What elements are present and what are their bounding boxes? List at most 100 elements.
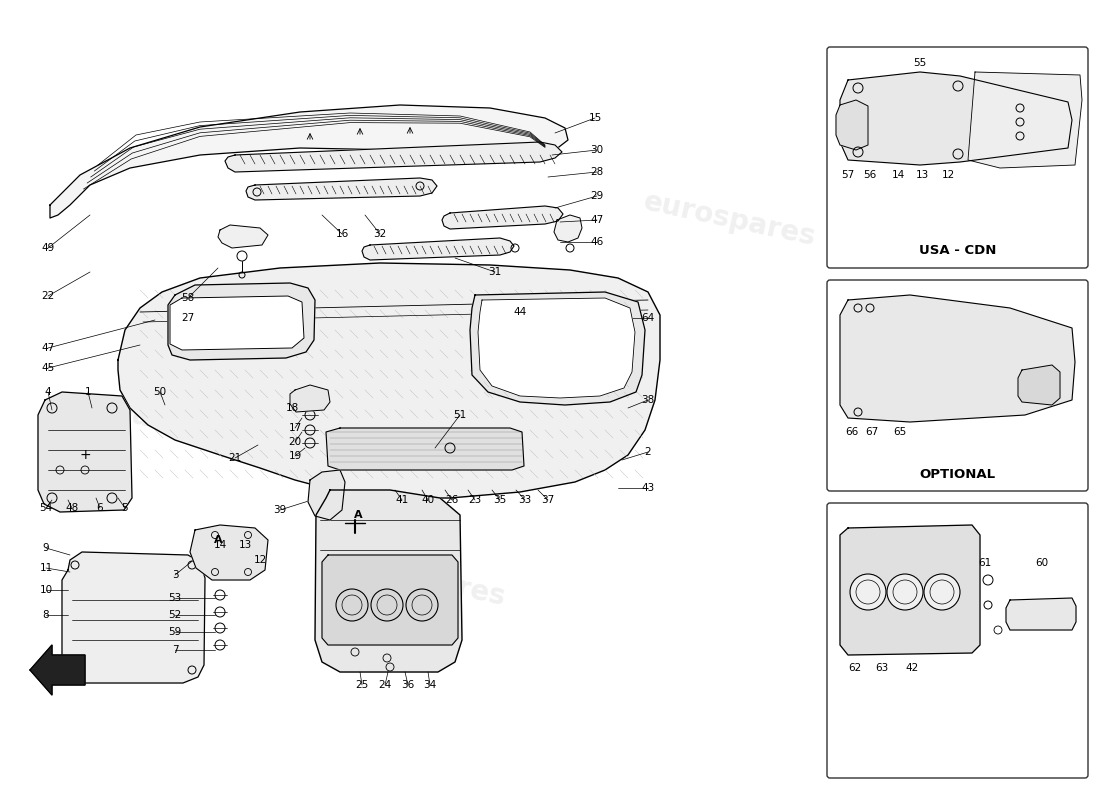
Text: 3: 3	[172, 570, 178, 580]
Polygon shape	[968, 72, 1082, 168]
Text: 63: 63	[876, 663, 889, 673]
Text: OPTIONAL: OPTIONAL	[920, 467, 996, 481]
Polygon shape	[308, 470, 345, 520]
Text: 28: 28	[591, 167, 604, 177]
Text: 56: 56	[864, 170, 877, 180]
Polygon shape	[290, 385, 330, 412]
Text: 20: 20	[288, 437, 301, 447]
Polygon shape	[1018, 365, 1060, 405]
Text: 51: 51	[453, 410, 466, 420]
Text: 60: 60	[1035, 558, 1048, 568]
Polygon shape	[326, 428, 524, 470]
Text: 34: 34	[424, 680, 437, 690]
Text: 7: 7	[172, 645, 178, 655]
Text: 21: 21	[229, 453, 242, 463]
Text: eurospares: eurospares	[641, 188, 818, 252]
Text: 31: 31	[488, 267, 502, 277]
Text: 5: 5	[122, 503, 129, 513]
Text: 2: 2	[645, 447, 651, 457]
Text: 12: 12	[942, 170, 955, 180]
Polygon shape	[554, 215, 582, 242]
Text: 54: 54	[40, 503, 53, 513]
Text: 47: 47	[591, 215, 604, 225]
Text: 49: 49	[42, 243, 55, 253]
FancyBboxPatch shape	[827, 47, 1088, 268]
Text: 58: 58	[182, 293, 195, 303]
Text: 44: 44	[514, 307, 527, 317]
Circle shape	[924, 574, 960, 610]
Text: 23: 23	[469, 495, 482, 505]
Text: 10: 10	[40, 585, 53, 595]
Text: 1: 1	[85, 387, 91, 397]
Polygon shape	[362, 238, 514, 260]
Text: USA - CDN: USA - CDN	[918, 245, 997, 258]
Polygon shape	[30, 645, 85, 695]
Text: 35: 35	[494, 495, 507, 505]
Text: 64: 64	[641, 313, 654, 323]
Text: 25: 25	[355, 680, 368, 690]
Text: 48: 48	[65, 503, 78, 513]
Polygon shape	[170, 296, 304, 350]
Text: A: A	[354, 510, 362, 520]
Text: 41: 41	[395, 495, 408, 505]
Text: 61: 61	[978, 558, 991, 568]
Text: 66: 66	[846, 427, 859, 437]
Text: 55: 55	[913, 58, 926, 68]
Text: 24: 24	[378, 680, 392, 690]
Text: 14: 14	[213, 540, 227, 550]
Text: eurospares: eurospares	[331, 548, 509, 612]
Polygon shape	[478, 298, 635, 398]
Polygon shape	[226, 142, 562, 172]
Text: 53: 53	[168, 593, 182, 603]
FancyBboxPatch shape	[827, 280, 1088, 491]
Text: 62: 62	[848, 663, 861, 673]
Text: 11: 11	[40, 563, 53, 573]
Text: 4: 4	[45, 387, 52, 397]
Text: +: +	[79, 448, 91, 462]
Polygon shape	[218, 225, 268, 248]
Polygon shape	[442, 206, 563, 229]
Text: 36: 36	[402, 680, 415, 690]
Text: 40: 40	[421, 495, 434, 505]
Text: 52: 52	[168, 610, 182, 620]
Polygon shape	[62, 552, 205, 683]
Text: 57: 57	[842, 170, 855, 180]
Text: 27: 27	[182, 313, 195, 323]
Circle shape	[850, 574, 886, 610]
Text: eurospares: eurospares	[111, 398, 289, 462]
Text: 47: 47	[42, 343, 55, 353]
Text: 16: 16	[336, 229, 349, 239]
Text: eurospares: eurospares	[471, 298, 649, 362]
Text: 30: 30	[591, 145, 604, 155]
Text: 39: 39	[274, 505, 287, 515]
Polygon shape	[840, 72, 1072, 165]
Polygon shape	[190, 525, 268, 580]
Polygon shape	[118, 263, 660, 498]
Polygon shape	[836, 100, 868, 150]
Text: 18: 18	[285, 403, 298, 413]
Text: 12: 12	[253, 555, 266, 565]
Polygon shape	[39, 392, 132, 512]
Text: 6: 6	[97, 503, 103, 513]
Text: 13: 13	[915, 170, 928, 180]
Text: 38: 38	[641, 395, 654, 405]
Text: 45: 45	[42, 363, 55, 373]
Polygon shape	[315, 490, 462, 672]
Text: 14: 14	[891, 170, 904, 180]
Text: 65: 65	[893, 427, 906, 437]
Polygon shape	[840, 525, 980, 655]
Text: 59: 59	[168, 627, 182, 637]
Text: 17: 17	[288, 423, 301, 433]
Text: 50: 50	[153, 387, 166, 397]
Text: 8: 8	[43, 610, 50, 620]
Text: 43: 43	[641, 483, 654, 493]
Polygon shape	[246, 178, 437, 200]
Polygon shape	[470, 292, 645, 405]
Polygon shape	[840, 295, 1075, 422]
Text: 33: 33	[518, 495, 531, 505]
Text: 29: 29	[591, 191, 604, 201]
Text: 46: 46	[591, 237, 604, 247]
Text: 15: 15	[588, 113, 602, 123]
Text: 22: 22	[42, 291, 55, 301]
Text: 9: 9	[43, 543, 50, 553]
